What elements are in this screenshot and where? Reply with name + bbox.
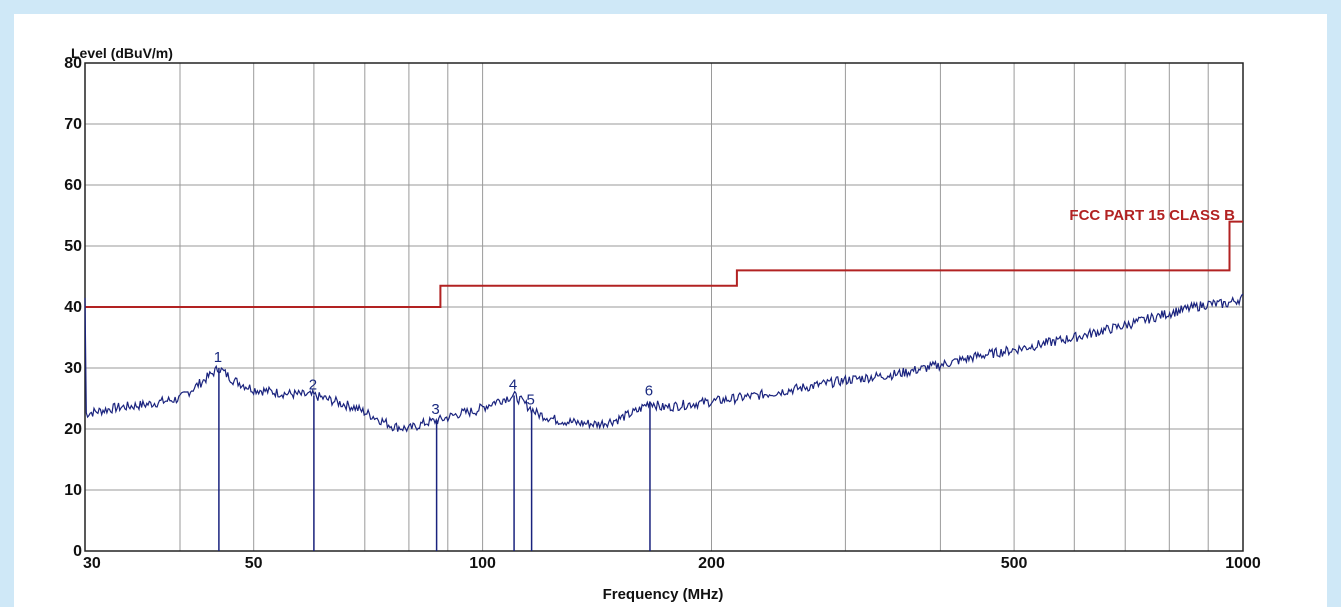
x-tick-label: 500: [1001, 555, 1028, 572]
x-tick-label: 30: [83, 555, 101, 572]
y-tick-label: 50: [64, 238, 82, 255]
emission-chart: 0 10 20 30 40 50 60 70 80 30 50 100 200 500 1000 1 2 3 45…: [64, 45, 1261, 603]
marker-label: 6: [645, 383, 653, 400]
marker-label: 1: [214, 349, 222, 366]
marker-label: 5: [526, 392, 534, 409]
marker-label: 2: [309, 376, 317, 393]
y-tick-label: 30: [64, 360, 82, 377]
limit-line-group: [85, 220, 1243, 308]
y-tick-label: 70: [64, 116, 82, 133]
y-tick-label: 60: [64, 177, 82, 194]
limit-line: [85, 220, 1243, 308]
chart-axes: 0 10 20 30 40 50 60 70 80 30 50 100 200 500 1000: [64, 55, 1261, 572]
x-tick-label: 1000: [1225, 555, 1261, 572]
x-tick-label: 100: [469, 555, 496, 572]
markers-group: 1 2 3 45 6: [214, 349, 653, 551]
x-axis-label: Frequency (MHz): [603, 586, 724, 603]
series-group: [84, 293, 1244, 433]
marker-label: 3: [431, 401, 439, 418]
y-tick-label: 40: [64, 299, 82, 316]
x-tick-label: 200: [698, 555, 725, 572]
emission-trace: [84, 293, 1244, 433]
y-tick-label: 0: [73, 543, 82, 560]
y-tick-label: 10: [64, 482, 82, 499]
y-tick-label: 20: [64, 421, 82, 438]
y-tick-label: 80: [64, 55, 82, 72]
y-axis-label: Level (dBuV/m): [71, 45, 173, 61]
limit-line-label: FCC PART 15 CLASS B: [1069, 207, 1235, 224]
x-tick-label: 50: [245, 555, 263, 572]
marker-label: 4: [509, 376, 517, 393]
